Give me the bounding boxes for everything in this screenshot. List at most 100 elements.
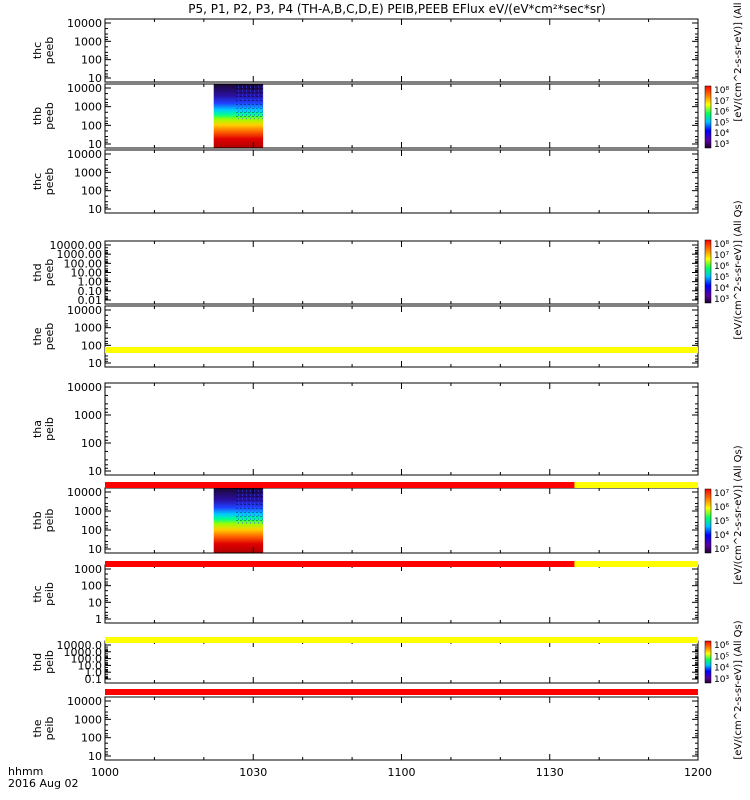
panel-thb-peeb: 10000 1000 100 10 thbpeeb	[31, 82, 699, 151]
y-tick-label: 1	[95, 613, 102, 626]
panel-frame	[104, 640, 699, 684]
y-tick-label: 10000	[67, 304, 102, 317]
panel-frame	[104, 305, 699, 368]
date-label: 2016 Aug 02	[8, 777, 78, 790]
x-tick-label: 1100	[388, 766, 416, 779]
x-tick-label: 1130	[536, 766, 564, 779]
y-tick-label: 1000	[74, 563, 102, 576]
y-tick-label: 10	[88, 72, 102, 85]
y-tick-label: 1000	[74, 35, 102, 48]
y-tick-label: 100	[81, 185, 102, 198]
colorbar-tick-label: 10⁷	[714, 251, 729, 261]
colorbar-tick-label: 10⁵	[714, 118, 729, 128]
panel-thb-peib: 10000 1000 100 10 thbpeib	[31, 486, 699, 556]
panel-the-peib: 10000 1000 100 10 thepeib	[31, 695, 699, 763]
state-bar	[105, 347, 698, 353]
panel-thc-peeb: 10000 1000 100 10 thcpeeb	[31, 148, 699, 216]
y-tick-label: 100	[81, 580, 102, 593]
colorbar-tick-label: 10⁶	[714, 262, 729, 272]
colorbar-tick-label: 10⁷	[714, 489, 729, 499]
spectrogram-block	[213, 84, 264, 148]
plot-title: P5, P1, P2, P3, P4 (TH-A,B,C,D,E) PEIB,P…	[188, 2, 605, 16]
colorbar-tick-label: 10³	[714, 545, 729, 555]
panel-label: thepeib	[31, 717, 56, 741]
y-tick-label: 10	[88, 465, 102, 478]
y-tick-label: 0.10	[78, 285, 103, 298]
colorbar-title: [eV/(cm^2-s-sr-eV)] (All Qs)	[733, 0, 744, 122]
y-tick-label: 100	[81, 524, 102, 537]
state-bar	[105, 689, 698, 695]
panel-frame	[104, 564, 699, 624]
colorbar-tick-label: 10⁵	[714, 273, 729, 283]
colorbar: 10⁷ 10⁶ 10⁵ 10⁴ 10³	[704, 488, 729, 555]
y-tick-label: 10.00	[71, 267, 103, 280]
y-tick-label: 100	[81, 119, 102, 132]
y-tick-label: 10000	[67, 486, 102, 499]
y-tick-label: 1000	[74, 713, 102, 726]
y-tick-label: 10.0	[78, 659, 103, 672]
y-tick-label: 0.1	[85, 673, 103, 686]
y-tick-label: 100.00	[64, 257, 103, 270]
y-tick-label: 100	[81, 339, 102, 352]
panel-frame	[104, 149, 699, 214]
y-tick-label: 100	[81, 732, 102, 745]
panel-frame	[104, 696, 699, 761]
y-tick-label: 1.00	[78, 276, 103, 289]
colorbar-tick-label: 10³	[714, 295, 729, 305]
y-tick-label: 10000.00	[50, 239, 103, 252]
colorbar-tick-label: 10⁵	[714, 517, 729, 527]
state-segment	[105, 482, 575, 488]
x-tick-label: 1000	[91, 766, 119, 779]
y-tick-label: 1000	[74, 409, 102, 422]
panel-thc-peib: 1000 100 10 1 thcpeib	[31, 563, 699, 626]
y-tick-label: 10	[88, 543, 102, 556]
x-axis: 1000 1030 1100 1130 1200	[91, 766, 712, 779]
colorbar-tick-label: 10⁶	[714, 503, 729, 513]
colorbar-tick-label: 10³	[714, 675, 729, 685]
y-tick-label: 10000.0	[57, 639, 103, 652]
y-tick-label: 10	[88, 357, 102, 370]
colorbar-tick-label: 10⁴	[714, 531, 729, 541]
panel-label: thcpeeb	[31, 37, 56, 65]
colorbar-tick-label: 10⁶	[714, 108, 729, 118]
panel-label: thepeeb	[31, 323, 56, 351]
panel-label: thbpeeb	[31, 102, 56, 130]
spectrogram-block	[213, 488, 264, 553]
colorbar-title: [eV/(cm^2-s-sr-eV)] (All Qs)	[733, 445, 744, 584]
colorbar-tick-label: 10⁶	[714, 641, 729, 651]
panel-label: thapeib	[31, 417, 56, 441]
state-bars	[105, 347, 698, 695]
colorbar-title: [eV/(cm^2-s-sr-eV)] (All Qs)	[733, 200, 744, 339]
y-tick-label: 100	[81, 437, 102, 450]
state-bar	[105, 637, 698, 643]
y-tick-label: 1000	[74, 101, 102, 114]
colorbar-title: [eV/(cm^2-s-sr-eV)] (All Qs)	[733, 620, 744, 759]
y-tick-label: 100	[81, 54, 102, 67]
state-segment	[105, 347, 698, 353]
y-tick-label: 1000	[74, 505, 102, 518]
state-bar	[105, 482, 698, 488]
panel-thc-peeb: 10000 1000 100 10 thcpeeb	[31, 17, 699, 85]
y-tick-label: 10	[88, 750, 102, 763]
x-tick-label: 1200	[684, 766, 712, 779]
colorbar-tick-label: 10⁸	[714, 86, 729, 96]
state-segment	[105, 637, 698, 643]
panel-label: thbpeib	[31, 509, 56, 533]
panel-frame	[104, 83, 699, 149]
y-tick-label: 1000	[74, 322, 102, 335]
panel-frame	[104, 487, 699, 554]
y-tick-label: 10	[88, 203, 102, 216]
time-format-label: hhmm	[8, 765, 43, 778]
y-tick-label: 10000	[67, 17, 102, 30]
y-tick-label: 0.01	[78, 294, 103, 307]
colorbar-tick-label: 10⁴	[714, 664, 729, 674]
state-segment	[105, 689, 698, 695]
panel-label: thcpeib	[31, 582, 56, 606]
colorbars: 10⁸10⁷10⁶10⁵10⁴10³10⁸10⁷10⁶10⁵10⁴10³10⁷1…	[704, 0, 744, 760]
y-tick-label: 10000	[67, 82, 102, 95]
y-tick-label: 10000	[67, 381, 102, 394]
